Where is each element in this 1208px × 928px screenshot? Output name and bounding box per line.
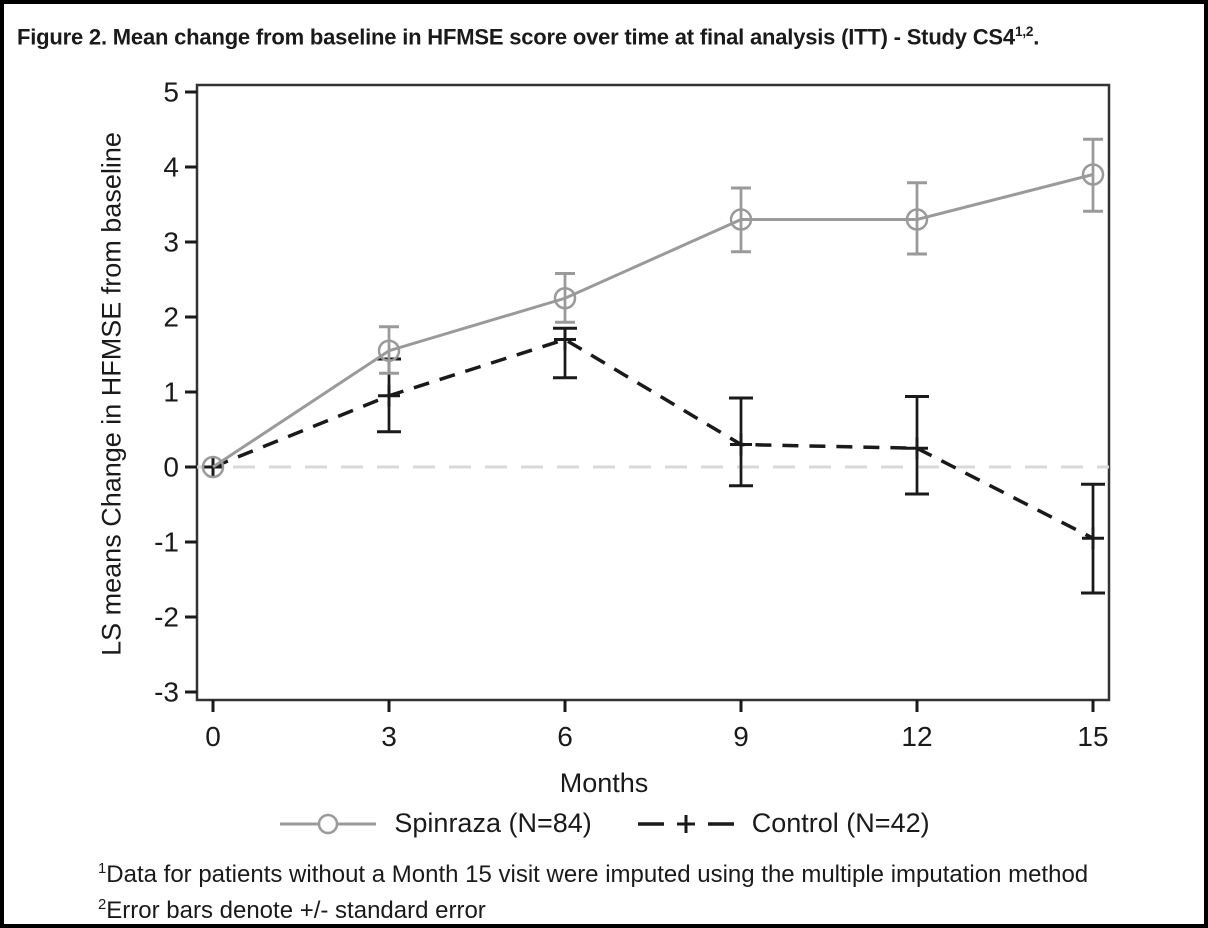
series-spinraza [201,137,1105,479]
chart-canvas: 5 4 3 2 1 0 -1 -2 -3 0 3 6 9 12 15 [154,77,1111,752]
x-axis-ticks: 0 3 6 9 12 15 [205,700,1109,752]
chart-legend: Spinraza (N=84) Control (N=42) [4,808,1204,839]
svg-text:-2: -2 [154,602,179,633]
svg-text:1: 1 [163,377,179,408]
svg-text:-1: -1 [154,527,179,558]
footnote-1: 1Data for patients without a Month 15 vi… [98,854,1088,890]
figure-title-superscript: 1,2 [1014,24,1034,39]
footnote-1-sup: 1 [98,861,107,877]
figure-title-text: Figure 2. Mean change from baseline in H… [17,24,1015,50]
svg-text:6: 6 [557,721,573,752]
footnote-1-text: Data for patients without a Month 15 vis… [106,861,1089,888]
svg-text:15: 15 [1077,721,1108,752]
footnote-2-sup: 2 [98,897,107,913]
control-line-marker-icon [637,814,734,833]
legend-item-spinraza: Spinraza (N=84) [278,808,592,839]
svg-text:0: 0 [205,721,221,752]
axis-frame [195,83,1111,702]
legend-label-control: Control (N=42) [751,808,930,838]
svg-text:3: 3 [381,721,397,752]
svg-text:-3: -3 [154,677,179,708]
svg-text:0: 0 [163,452,179,483]
legend-label-spinraza: Spinraza (N=84) [394,808,592,838]
svg-text:4: 4 [163,152,179,183]
svg-text:3: 3 [163,227,179,258]
legend-item-control: Control (N=42) [636,808,930,839]
svg-text:9: 9 [733,721,749,752]
y-axis-ticks: 5 4 3 2 1 0 -1 -2 -3 [154,77,197,708]
svg-text:2: 2 [163,302,179,333]
series-control [202,326,1105,595]
footnotes: 1Data for patients without a Month 15 vi… [98,854,1088,924]
y-axis-label: LS means Change in HFMSE from baseline [96,132,127,656]
figure-title-period: . [1033,24,1040,50]
footnote-2: 2Error bars denote +/- standard error [98,890,1088,924]
footnote-2-text: Error bars denote +/- standard error [106,897,486,924]
svg-text:5: 5 [163,77,179,108]
x-axis-label: Months [559,768,649,798]
figure-title: Figure 2. Mean change from baseline in H… [17,19,1196,50]
spinraza-line-marker-icon [280,813,377,834]
svg-text:12: 12 [901,721,932,752]
